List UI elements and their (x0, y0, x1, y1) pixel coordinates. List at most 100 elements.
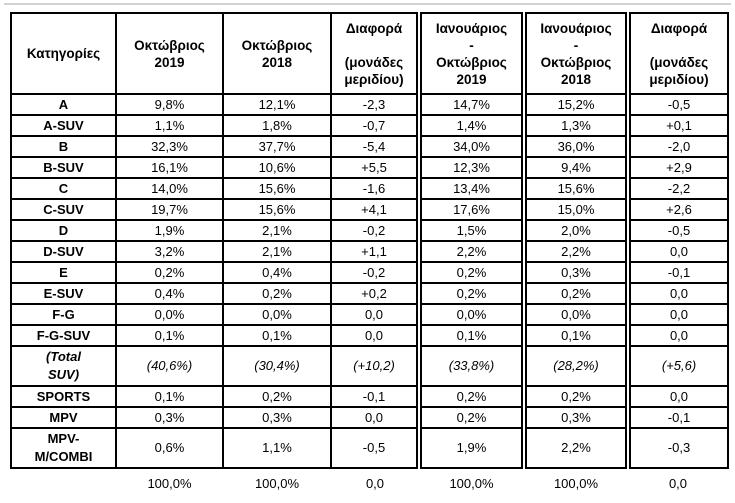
value-cell: (40,6%) (115, 345, 224, 387)
header-october-2019: Οκτώβριος 2019 (115, 12, 224, 95)
value-cell: 0,0 (330, 324, 420, 347)
value-cell: 2,2% (521, 427, 629, 469)
value-cell: 14,7% (416, 93, 525, 116)
value-cell: +0,1 (625, 114, 729, 137)
value-cell: -5,4 (330, 135, 420, 158)
table-row: E 0,2% 0,4% -0,2 0,2% 0,3% -0,1 (10, 261, 729, 284)
value-cell: 14,0% (115, 177, 224, 200)
category-cell: B (10, 135, 117, 158)
value-cell: 0,1% (115, 324, 224, 347)
value-cell: 2,0% (521, 219, 629, 242)
value-cell: 0,4% (222, 261, 332, 284)
table-body: A 9,8% 12,1% -2,3 14,7% 15,2% -0,5 A-SUV 1,1% 1,8… (10, 93, 729, 495)
table-row: MPV- M/COMBI 0,6% 1,1% -0,5 1,9% 2,2% -0,3 (10, 427, 729, 469)
value-cell: 16,1% (115, 156, 224, 179)
value-cell: -0,5 (625, 219, 729, 242)
value-cell: +5,5 (330, 156, 420, 179)
value-cell: -0,3 (625, 427, 729, 469)
value-cell: 0,2% (416, 406, 525, 429)
totals-value-cell: 0,0 (331, 468, 419, 495)
value-cell: 32,3% (115, 135, 224, 158)
category-cell: D-SUV (10, 240, 117, 263)
value-cell: 0,2% (416, 282, 525, 305)
value-cell: 1,5% (416, 219, 525, 242)
value-cell: 0,3% (222, 406, 332, 429)
value-cell: 0,0 (330, 303, 420, 326)
value-cell: 0,0% (521, 303, 629, 326)
totals-value-cell: 100,0% (524, 468, 628, 495)
value-cell: 36,0% (521, 135, 629, 158)
value-cell: +2,9 (625, 156, 729, 179)
value-cell: 0,0 (330, 406, 420, 429)
value-cell: 15,6% (222, 177, 332, 200)
value-cell: 17,6% (416, 198, 525, 221)
table-header: Κατηγορίες Οκτώβριος 2019 Οκτώβριος 2018… (10, 12, 729, 95)
value-cell: 0,2% (416, 261, 525, 284)
value-cell: 12,1% (222, 93, 332, 116)
category-cell: F-G-SUV (10, 324, 117, 347)
value-cell: 9,8% (115, 93, 224, 116)
totals-value-cell: 0,0 (628, 468, 728, 495)
totals-category-cell (11, 468, 116, 495)
value-cell: 9,4% (521, 156, 629, 179)
category-cell: A (10, 93, 117, 116)
header-categories: Κατηγορίες (10, 12, 117, 95)
value-cell: 10,6% (222, 156, 332, 179)
header-january-october-2019: Ιανουάριος - Οκτώβριος 2019 (416, 12, 525, 95)
value-cell: 2,1% (222, 219, 332, 242)
value-cell: (30,4%) (222, 345, 332, 387)
value-cell: 0,2% (521, 282, 629, 305)
category-cell: (Total SUV) (10, 345, 117, 387)
table-row: (Total SUV) (40,6%) (30,4%) (+10,2) (33,8%)(… (10, 345, 729, 387)
totals-value-cell: 100,0% (419, 468, 524, 495)
value-cell: +0,2 (330, 282, 420, 305)
value-cell: 0,2% (115, 261, 224, 284)
value-cell: 3,2% (115, 240, 224, 263)
value-cell: 0,0 (625, 324, 729, 347)
category-cell: C-SUV (10, 198, 117, 221)
value-cell: 0,0% (416, 303, 525, 326)
value-cell: -0,5 (330, 427, 420, 469)
value-cell: -0,7 (330, 114, 420, 137)
value-cell: 15,2% (521, 93, 629, 116)
value-cell: -0,5 (625, 93, 729, 116)
value-cell: -0,2 (330, 219, 420, 242)
value-cell: 1,4% (416, 114, 525, 137)
category-cell: F-G (10, 303, 117, 326)
top-divider-line (4, 3, 731, 5)
header-row: Κατηγορίες Οκτώβριος 2019 Οκτώβριος 2018… (10, 12, 729, 95)
table-row: SPORTS 0,1% 0,2% -0,1 0,2% 0,2% 0,0 (10, 385, 729, 408)
totals-row: 100,0% 100,0% 0,0 100,0% 100,0% 0,0 (11, 468, 728, 495)
value-cell: 1,1% (115, 114, 224, 137)
header-january-october-2018: Ιανουάριος - Οκτώβριος 2018 (521, 12, 629, 95)
value-cell: 15,6% (222, 198, 332, 221)
value-cell: 0,3% (115, 406, 224, 429)
value-cell: 0,2% (222, 385, 332, 408)
value-cell: 1,8% (222, 114, 332, 137)
value-cell: 1,3% (521, 114, 629, 137)
category-cell: E (10, 261, 117, 284)
category-cell: SPORTS (10, 385, 117, 408)
value-cell: 0,1% (115, 385, 224, 408)
category-cell: B-SUV (10, 156, 117, 179)
value-cell: 0,0% (115, 303, 224, 326)
value-cell: -1,6 (330, 177, 420, 200)
value-cell: 0,0 (625, 303, 729, 326)
value-cell: 0,2% (416, 385, 525, 408)
table-row: MPV 0,3% 0,3% 0,0 0,2% 0,3% -0,1 (10, 406, 729, 429)
value-cell: -2,3 (330, 93, 420, 116)
category-cell: D (10, 219, 117, 242)
table-row: C 14,0% 15,6% -1,6 13,4% 15,6% -2,2 (10, 177, 729, 200)
value-cell: 0,6% (115, 427, 224, 469)
value-cell: 2,1% (222, 240, 332, 263)
value-cell: (+10,2) (330, 345, 420, 387)
table-row: B-SUV 16,1% 10,6% +5,5 12,3% 9,4% +2,9 (10, 156, 729, 179)
table-row: D-SUV 3,2% 2,1% +1,1 2,2% 2,2% 0,0 (10, 240, 729, 263)
value-cell: 0,2% (521, 385, 629, 408)
value-cell: 0,3% (521, 261, 629, 284)
header-difference-october: Διαφορά (μονάδες μεριδίου) (330, 12, 420, 95)
market-share-table: Κατηγορίες Οκτώβριος 2019 Οκτώβριος 2018… (10, 12, 729, 495)
value-cell: 0,1% (416, 324, 525, 347)
value-cell: -2,2 (625, 177, 729, 200)
